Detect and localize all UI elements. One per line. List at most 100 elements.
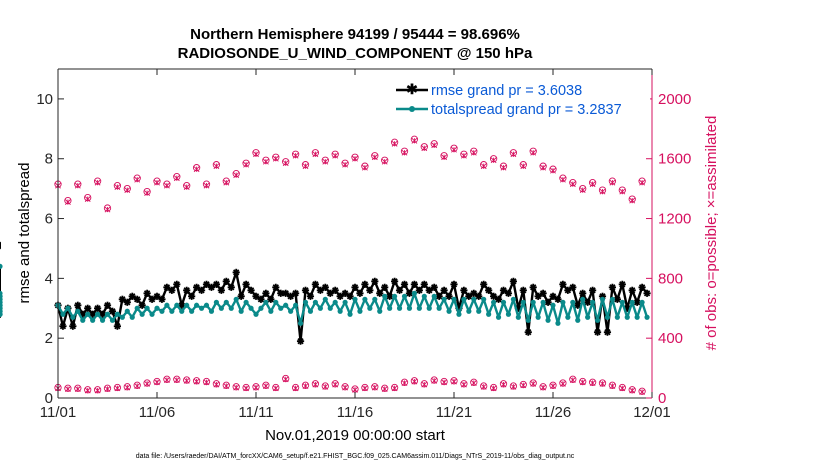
totalspread-point	[278, 305, 284, 311]
totalspread-point	[441, 296, 447, 302]
obs-count-low-assimilated-point	[579, 379, 586, 386]
rmse-point	[222, 277, 230, 285]
x-tick-label: 12/01	[633, 404, 671, 421]
rmse-point	[460, 286, 468, 294]
rmse-point	[173, 280, 181, 288]
totalspread-point	[297, 320, 304, 326]
totalspread-point	[614, 314, 620, 320]
obs-count-low-assimilated-point	[233, 384, 240, 391]
rmse-point	[534, 292, 542, 300]
totalspread-point	[436, 305, 442, 311]
plot-area	[58, 69, 652, 398]
rmse-point	[69, 322, 77, 330]
obs-count-low-assimilated-point	[243, 385, 250, 392]
totalspread-point	[466, 308, 472, 314]
obs-count-low-assimilated-point	[134, 383, 141, 389]
totalspread-point	[570, 299, 576, 305]
series-layer	[0, 241, 651, 345]
totalspread-point	[461, 296, 467, 302]
totalspread-point	[149, 311, 155, 317]
obs-count-low-assimilated-point	[559, 380, 566, 387]
legend-rmse-label: rmse grand pr = 3.6038	[431, 83, 582, 99]
rmse-point	[108, 307, 117, 315]
rmse-point	[450, 280, 458, 288]
obs-count-low-assimilated-point	[470, 380, 477, 386]
obs-count-low-assimilated-point	[292, 385, 299, 392]
rmse-point	[569, 283, 577, 291]
totalspread-point	[208, 308, 215, 314]
obs-count-assimilated-point	[203, 182, 210, 189]
y-tick-label: 2	[45, 330, 53, 347]
totalspread-point	[565, 314, 571, 320]
rmse-point	[351, 283, 359, 291]
obs-count-low-assimilated-point	[609, 383, 616, 389]
obs-count-low-assimilated-point	[332, 381, 339, 388]
obs-count-assimilated-point	[569, 181, 576, 188]
rmse-point	[133, 295, 141, 303]
totalspread-point	[367, 305, 373, 311]
totalspread-point	[486, 311, 492, 317]
obs-count-low-assimilated-point	[421, 381, 428, 388]
rmse-point	[415, 286, 423, 294]
totalspread-point	[322, 296, 328, 302]
totalspread-point	[575, 317, 581, 323]
totalspread-point	[644, 314, 650, 320]
obs-count-assimilated-point	[540, 164, 547, 171]
obs-count-low-assimilated-point	[124, 384, 131, 391]
obs-count-assimilated-point	[480, 163, 487, 170]
rmse-point	[128, 292, 136, 300]
obs-count-assimilated-point	[322, 158, 329, 165]
obs-count-low-assimilated-point	[361, 385, 368, 392]
rmse-point	[272, 283, 280, 291]
obs-count-assimilated-point	[500, 164, 507, 171]
totalspread-point	[426, 305, 432, 311]
totalspread-point	[599, 296, 606, 302]
totalspread-point	[258, 305, 264, 311]
obs-count-low-assimilated-point	[342, 384, 349, 391]
obs-count-assimilated-point	[639, 179, 646, 186]
rmse-point	[143, 289, 151, 297]
rmse-point	[252, 292, 260, 300]
rmse-point	[509, 277, 517, 285]
rmse-point	[207, 283, 216, 291]
rmse-point	[618, 280, 626, 288]
rmse-point	[490, 292, 498, 300]
rmse-point	[480, 280, 488, 288]
obs-count-low-assimilated-point	[253, 384, 259, 391]
totalspread-point	[535, 314, 541, 320]
obs-count-assimilated-point	[470, 149, 477, 156]
rmse-point	[395, 286, 404, 294]
totalspread-point	[377, 308, 383, 314]
totalspread-point	[70, 314, 76, 320]
obs-count-low-assimilated-point	[262, 383, 269, 389]
chart-title: Northern Hemisphere 94199 / 95444 = 98.6…	[190, 26, 520, 43]
rmse-point	[217, 286, 225, 294]
obs-count-low-assimilated-point	[431, 377, 438, 384]
totalspread-point	[594, 317, 601, 323]
rmse-point	[193, 283, 201, 291]
rmse-point	[529, 283, 537, 291]
obs-count-assimilated-point	[94, 179, 101, 186]
rmse-point	[118, 295, 126, 303]
obs-count-low-assimilated-point	[154, 379, 160, 386]
totalspread-point	[288, 308, 294, 314]
obs-count-low-assimilated-point	[401, 380, 408, 386]
obs-count-assimilated-point	[134, 176, 141, 183]
obs-count-low-assimilated-point	[639, 389, 646, 395]
totalspread-point	[515, 314, 521, 320]
y-tick-label: 4	[45, 270, 53, 287]
rmse-point	[212, 280, 220, 288]
obs-count-assimilated-point	[520, 163, 527, 170]
obs-count-low-assimilated-point	[500, 381, 507, 388]
rmse-point	[282, 289, 290, 297]
obs-count-assimilated-point	[124, 187, 131, 194]
totalspread-point	[248, 305, 254, 311]
totalspread-point	[431, 293, 437, 299]
obs-count-assimilated-point	[173, 175, 180, 182]
totalspread-point	[60, 311, 66, 317]
totalspread-point	[387, 305, 393, 311]
totalspread-point	[609, 296, 616, 302]
rmse-point	[608, 283, 616, 291]
obs-count-assimilated-point	[391, 140, 398, 147]
totalspread-point	[238, 308, 244, 314]
